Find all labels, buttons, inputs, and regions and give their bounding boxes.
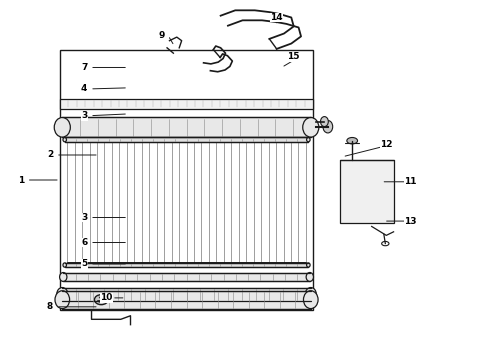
Bar: [62, 117, 311, 137]
Text: 14: 14: [270, 13, 283, 22]
Ellipse shape: [303, 117, 319, 137]
Text: 10: 10: [100, 293, 112, 302]
Bar: [62, 291, 311, 309]
Ellipse shape: [323, 121, 333, 133]
Ellipse shape: [63, 263, 67, 267]
Ellipse shape: [347, 138, 358, 144]
Text: 4: 4: [81, 84, 87, 93]
Bar: [63, 273, 310, 282]
Text: 13: 13: [404, 217, 417, 226]
Text: 6: 6: [81, 238, 87, 247]
Ellipse shape: [307, 263, 310, 267]
Ellipse shape: [54, 117, 71, 137]
Text: 12: 12: [380, 140, 392, 149]
Bar: [65, 263, 308, 267]
Bar: [62, 288, 311, 301]
Ellipse shape: [303, 291, 318, 309]
Text: 2: 2: [47, 150, 53, 159]
Ellipse shape: [320, 117, 328, 127]
Text: 5: 5: [81, 260, 87, 269]
Text: 3: 3: [81, 111, 87, 120]
Ellipse shape: [63, 138, 67, 142]
Bar: [340, 160, 393, 223]
Text: 9: 9: [159, 31, 165, 40]
Bar: [60, 50, 313, 310]
Text: 8: 8: [47, 302, 53, 311]
Ellipse shape: [95, 295, 108, 305]
Ellipse shape: [307, 138, 310, 142]
Ellipse shape: [57, 288, 68, 301]
Ellipse shape: [306, 273, 314, 282]
Ellipse shape: [305, 288, 317, 301]
Text: 11: 11: [404, 177, 417, 186]
Text: 3: 3: [81, 213, 87, 222]
Text: 15: 15: [288, 52, 300, 61]
Bar: [60, 99, 313, 109]
Bar: [65, 138, 308, 142]
Ellipse shape: [60, 273, 67, 282]
Text: 1: 1: [18, 176, 24, 185]
Ellipse shape: [55, 291, 70, 309]
Text: 7: 7: [81, 63, 87, 72]
